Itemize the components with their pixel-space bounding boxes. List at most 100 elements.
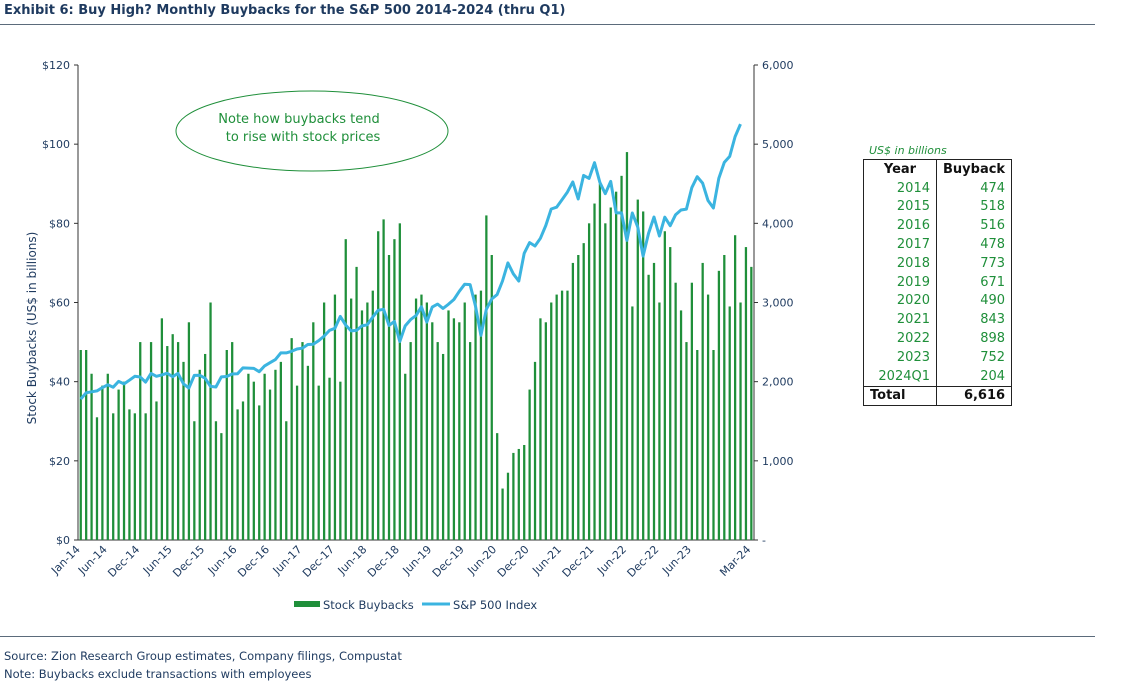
table-cell-buyback: 898 bbox=[935, 329, 1013, 348]
buyback-bar bbox=[593, 203, 596, 541]
buyback-bar bbox=[112, 413, 115, 540]
buyback-bar bbox=[204, 353, 207, 540]
buyback-bar bbox=[328, 377, 331, 540]
buyback-bar bbox=[139, 342, 142, 540]
buyback-bar bbox=[187, 322, 191, 540]
buyback-bar bbox=[317, 385, 320, 541]
table-cell-buyback: 516 bbox=[935, 216, 1013, 236]
buyback-bar bbox=[144, 413, 147, 540]
table-cell-year: 2018 bbox=[863, 253, 937, 273]
table-header-buyback: Buyback bbox=[935, 159, 1013, 179]
buyback-bar bbox=[690, 282, 693, 540]
y2-tick-label: 4,000 bbox=[762, 217, 794, 230]
x-tick-label: Jun-16 bbox=[205, 543, 240, 578]
buyback-bar bbox=[728, 306, 731, 540]
buyback-bar bbox=[431, 322, 434, 540]
x-tick-label: Jun-18 bbox=[335, 543, 370, 578]
buyback-bar bbox=[750, 266, 753, 541]
table-cell-buyback: 843 bbox=[935, 310, 1013, 330]
buyback-bar bbox=[512, 452, 515, 540]
buyback-bar bbox=[182, 361, 185, 541]
y-tick-label: $0 bbox=[56, 534, 70, 547]
buyback-bar bbox=[739, 302, 742, 540]
exclusion-note: Note: Buybacks exclude transactions with… bbox=[4, 667, 312, 681]
legend-line-label: S&P 500 Index bbox=[453, 598, 537, 612]
buyback-bar bbox=[479, 290, 483, 541]
buyback-bar bbox=[155, 401, 158, 540]
table-cell-year: 2021 bbox=[863, 310, 937, 330]
buyback-bar bbox=[166, 346, 169, 540]
buyback-bar bbox=[566, 290, 569, 541]
buyback-table-grid: Year Buyback 2014 474 2015 518 2016 516 2017 47… bbox=[863, 159, 1013, 407]
y-tick-label: $120 bbox=[42, 59, 70, 72]
footer-divider bbox=[0, 636, 1095, 637]
table-row: 2018 773 bbox=[863, 253, 1013, 273]
legend-bars-label: Stock Buybacks bbox=[323, 598, 414, 612]
buyback-bar bbox=[247, 373, 250, 540]
table-row: 2021 843 bbox=[863, 310, 1013, 330]
buyback-bar bbox=[609, 207, 612, 540]
table-row: 2020 490 bbox=[863, 291, 1013, 311]
table-total-label: Total bbox=[863, 385, 937, 406]
buyback-bar bbox=[496, 433, 499, 541]
buyback-bar bbox=[506, 472, 510, 540]
buyback-bar bbox=[420, 294, 423, 540]
buyback-bar bbox=[598, 183, 602, 540]
table-total-value: 6,616 bbox=[935, 385, 1013, 406]
table-cell-buyback: 518 bbox=[935, 197, 1013, 217]
buyback-bar bbox=[577, 255, 580, 540]
axes-layer bbox=[74, 64, 758, 541]
buyback-bar bbox=[447, 310, 450, 540]
buyback-bar bbox=[452, 318, 456, 540]
table-cell-year: 2023 bbox=[863, 347, 937, 367]
buyback-bar bbox=[258, 405, 261, 540]
buyback-bar bbox=[377, 231, 380, 540]
buyback-bar bbox=[268, 389, 272, 540]
bars-layer bbox=[79, 152, 753, 541]
buyback-bar bbox=[160, 318, 164, 540]
x-tick-label: Dec-19 bbox=[430, 543, 467, 580]
buyback-bar bbox=[285, 421, 288, 540]
buyback-bar bbox=[263, 373, 266, 540]
buyback-bar bbox=[582, 243, 585, 541]
buyback-bar bbox=[398, 223, 401, 540]
table-row: 2016 516 bbox=[863, 216, 1013, 236]
table-cell-year: 2014 bbox=[863, 178, 937, 198]
buyback-bar bbox=[701, 262, 704, 540]
buyback-bar bbox=[696, 350, 699, 540]
table-row: 2022 898 bbox=[863, 329, 1013, 348]
buyback-bar bbox=[90, 373, 93, 540]
buybacks-chart: $0 $20 $40 $60 $80 $100 $120 - 1,000 2,000 3,000 4,… bbox=[25, 59, 794, 612]
x-tick-label: Dec-14 bbox=[105, 543, 142, 580]
table-cell-buyback: 204 bbox=[935, 366, 1013, 387]
buyback-bar bbox=[458, 322, 461, 540]
buyback-bar bbox=[604, 223, 607, 540]
table-cell-buyback: 671 bbox=[935, 272, 1013, 292]
y-axis-title: Stock Buybacks (US$ in billions) bbox=[25, 232, 39, 425]
x-tick-label: Dec-15 bbox=[170, 543, 207, 580]
y2-tick-label: 2,000 bbox=[762, 376, 794, 389]
x-tick-label: Dec-17 bbox=[300, 543, 337, 580]
table-cell-year: 2019 bbox=[863, 272, 937, 292]
table-cell-buyback: 773 bbox=[935, 253, 1013, 273]
buyback-bar bbox=[441, 353, 445, 540]
buyback-bar bbox=[236, 409, 239, 541]
table-cell-buyback: 474 bbox=[935, 178, 1013, 198]
x-tick-label: Jun-23 bbox=[659, 543, 694, 578]
table-cell-buyback: 478 bbox=[935, 235, 1013, 254]
buyback-bar bbox=[658, 302, 661, 540]
buyback-bar bbox=[414, 298, 418, 540]
buyback-bar bbox=[344, 239, 347, 541]
legend-bars-swatch bbox=[294, 601, 320, 607]
buyback-bar bbox=[79, 350, 82, 540]
buyback-bar bbox=[712, 350, 715, 540]
x-tick-label: Dec-20 bbox=[495, 543, 532, 580]
buyback-bar bbox=[295, 385, 299, 541]
buyback-bar bbox=[231, 342, 234, 540]
buyback-bar bbox=[301, 342, 304, 540]
buyback-bar bbox=[106, 373, 109, 540]
x-tick-label: Jun-17 bbox=[270, 543, 305, 578]
buyback-bar bbox=[679, 310, 683, 540]
page-title: Exhibit 6: Buy High? Monthly Buybacks fo… bbox=[4, 3, 566, 18]
title-divider bbox=[0, 24, 1095, 25]
